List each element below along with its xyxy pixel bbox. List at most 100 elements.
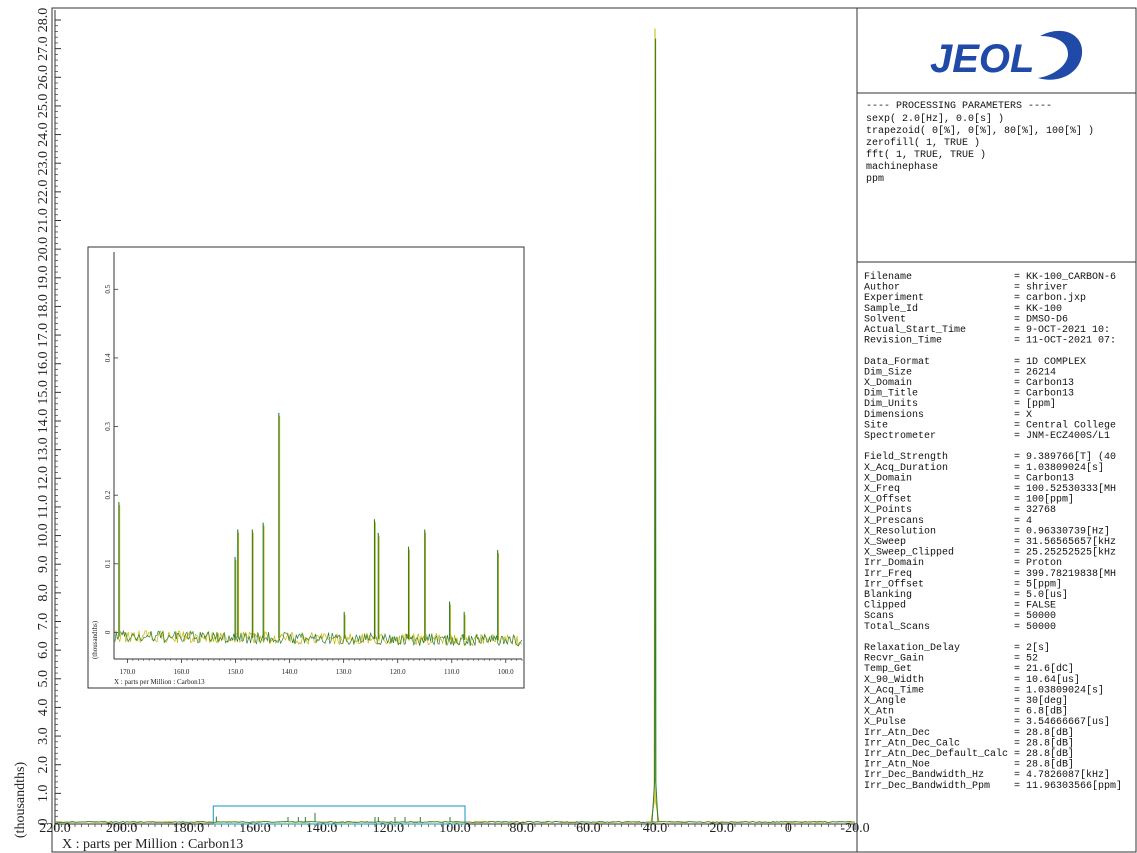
main-y-tick-label: 24.0 [36,122,51,147]
main-y-tick-label: 11.0 [36,495,51,519]
main-y-tick-label: 15.0 [36,380,51,405]
main-y-label: (thousandths) [13,762,28,839]
inset-x-tick-label: 130.0 [336,668,352,676]
main-y-tick-label: 2.0 [36,756,51,774]
main-y-tick-label: 22.0 [36,180,51,205]
inset-frame [87,246,525,689]
param-value: = Carbon13 [1014,377,1074,389]
param-key: Irr_Dec_Bandwidth_Hz [864,769,984,781]
param-key: X_Resolution [864,525,936,537]
main-y-tick-label: 25.0 [36,94,51,119]
main-x-tick-label: 60.0 [576,821,601,836]
param-key: Blanking [864,589,912,601]
param-value: = DMSO-D6 [1014,314,1068,325]
main-y-tick-label: 13.0 [36,437,51,462]
inset-x-tick-label: 110.0 [444,668,460,676]
main-y-tick-label: 16.0 [36,351,51,376]
main-y-tick-label: 8.0 [36,584,51,602]
main-y-tick-label: 28.0 [36,8,51,33]
param-key: Dim_Size [864,366,912,378]
inset-x-tick-label: 160.0 [174,668,190,676]
param-value: = 11-OCT-2021 07: [1014,336,1116,347]
processing-line: trapezoid( 0[%], 0[%], 80[%], 100[%] ) [866,125,1094,137]
main-baseline [54,820,856,824]
param-value: = 1D COMPLEX [1014,357,1086,368]
param-value: = 5.0[us] [1014,589,1068,601]
param-value: = 2[s] [1014,642,1050,654]
param-value: = 30[deg] [1014,695,1068,707]
param-key: X_Points [864,504,912,516]
main-x-tick-label: 20.0 [709,821,734,836]
main-y-tick-label: 26.0 [36,65,51,90]
param-value: = Carbon13 [1014,388,1074,400]
param-key: X_Sweep_Clipped [864,547,954,559]
main-x-axis: 220.0 200.0 180.0 160.0 140.0 120.0 100.0 80.0 6… [39,821,869,836]
param-key: Total_Scans [864,621,930,633]
param-value: = 28.8[dB] [1014,759,1074,771]
param-value: = 1.03809024[s] [1014,684,1104,696]
main-y-tick-label: 7.0 [36,613,51,631]
param-value: = 10.64[us] [1014,674,1080,686]
param-value: = Central College [1014,419,1116,431]
param-value: = 399.78219838[MH [1014,568,1116,580]
param-value: = carbon.jxp [1014,292,1086,304]
param-key: Relaxation_Delay [864,642,960,654]
param-value: = 28.8[dB] [1014,748,1074,760]
inset-peaks [114,412,523,647]
acquisition-parameters: Filename = KK-100_CARBON-6 Author = shriver… [864,271,1122,792]
main-x-label: X : parts per Million : Carbon13 [62,837,243,852]
param-key: X_Acq_Duration [864,462,948,474]
inset-noise-secondary [114,630,523,647]
inset-x-axis: 170.0 160.0 150.0 140.0 130.0 120.0 110.0 100.0 [114,658,523,676]
param-key: X_Freq [864,484,900,495]
param-key: Temp_Get [864,664,912,675]
main-x-tick-label: 160.0 [239,821,271,836]
main-x-tick-label: 80.0 [509,821,534,836]
param-key: Filename [864,271,912,283]
param-key: Irr_Offset [864,578,924,590]
param-value: = Proton [1014,558,1062,569]
param-value: = 4.7826087[kHz] [1014,769,1110,781]
param-value: = KK-100_CARBON-6 [1014,272,1116,283]
param-value: = 100[ppm] [1014,494,1074,506]
main-y-tick-label: 21.0 [36,208,51,233]
main-x-tick-label: 180.0 [173,821,205,836]
param-key: Field_Strength [864,451,948,463]
main-y-tick-label: 1.0 [36,785,51,803]
main-x-tick-label: 0 [785,821,792,836]
param-value: = shriver [1014,282,1068,294]
main-y-tick-label: 5.0 [36,670,51,688]
param-value: = 28.8[dB] [1014,727,1074,739]
param-key: Sample_Id [864,303,918,315]
param-value: = 50000 [1014,611,1056,622]
param-value: = 9-OCT-2021 10: [1014,325,1110,336]
inset-y-tick-label: 0.4 [104,353,112,362]
logo-swoosh-icon [1038,30,1083,80]
main-y-tick-label: 3.0 [36,727,51,745]
param-key: X_Sweep [864,537,906,548]
param-key: X_Atn [864,707,894,718]
inset-y-tick-label: 0.5 [104,284,112,293]
jeol-logo: JEOL [930,30,1083,81]
param-value: = FALSE [1014,601,1056,612]
zoom-region-box [212,805,466,825]
param-key: Spectrometer [864,431,936,442]
processing-line: zerofill( 1, TRUE ) [866,137,980,149]
param-key: Scans [864,611,894,622]
inset-x-tick-label: 170.0 [120,668,136,676]
param-key: Irr_Atn_Dec_Default_Calc [864,748,1008,760]
processing-line: ppm [866,174,884,185]
param-value: = 4 [1014,516,1032,527]
param-value: = 31.56565657[kHz [1014,536,1116,548]
param-key: X_90_Width [864,674,924,686]
param-value: = 3.54666667[us] [1014,716,1110,728]
param-key: X_Offset [864,494,912,506]
param-key: Recvr_Gain [864,653,924,665]
param-key: Site [864,419,888,431]
processing-title: ---- PROCESSING PARAMETERS ---- [866,101,1052,112]
main-peak [651,38,659,823]
inset-x-tick-label: 120.0 [390,668,406,676]
param-key: Irr_Freq [864,569,912,580]
page-frame [51,7,1137,853]
param-key: Experiment [864,292,924,304]
